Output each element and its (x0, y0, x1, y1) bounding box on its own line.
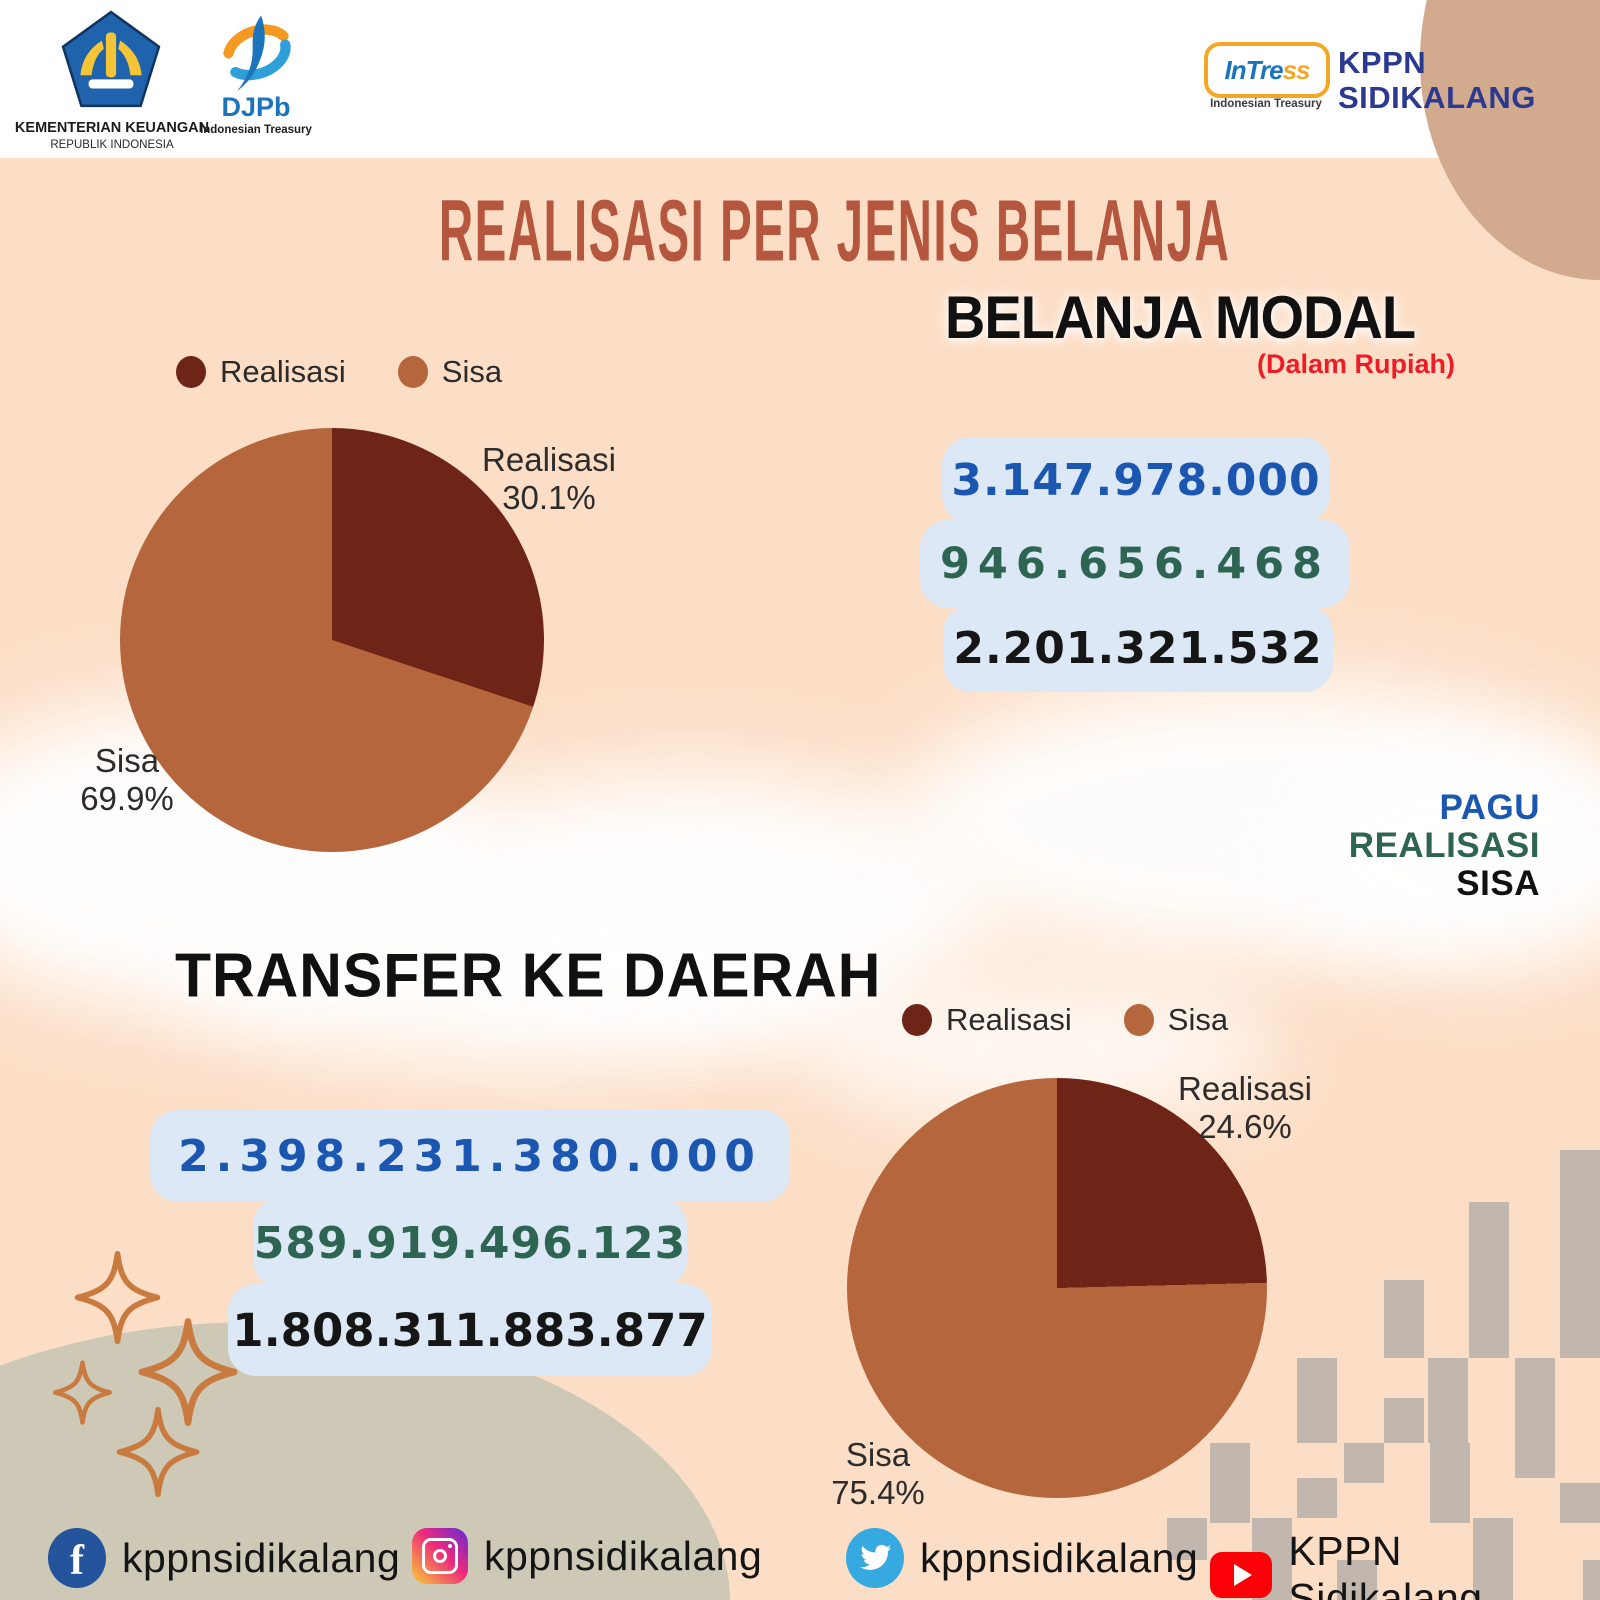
belanja-modal-heading: BELANJA MODAL (944, 283, 1416, 352)
row-label-pagu: PAGU (1439, 788, 1540, 827)
transfer-ke-daerah-heading: TRANSFER KE DAERAH (175, 941, 882, 1011)
office-name-line2: SIDIKALANG (1338, 80, 1536, 115)
legend-dot-realisasi (902, 1004, 932, 1036)
twitter-link[interactable]: kppnsidikalang (846, 1528, 1198, 1588)
djpb-acronym: DJPb (221, 92, 291, 122)
legend-transfer: Realisasi Sisa (902, 1002, 1228, 1038)
mosaic-block (1210, 1443, 1250, 1523)
mosaic-block (1297, 1478, 1337, 1518)
sparkle-icon (52, 1360, 113, 1425)
office-name-line1: KPPN (1338, 45, 1427, 80)
cloud-decor (1280, 740, 1600, 970)
sparkle-icon (74, 1250, 161, 1345)
facebook-icon[interactable]: f (48, 1528, 106, 1588)
djpb-logo (223, 15, 291, 92)
legend-label-realisasi: Realisasi (220, 354, 346, 389)
legend-label-sisa: Sisa (441, 354, 503, 389)
belanja-modal-realisasi-value: 946.656.468 (920, 520, 1350, 608)
intress-subtitle: Indonesian Treasury (1210, 98, 1322, 110)
mosaic-block (1430, 1443, 1470, 1523)
legend-dot-sisa (1123, 1004, 1154, 1036)
mosaic-block (1469, 1202, 1509, 1358)
unit-note: (Dalam Rupiah) (1256, 349, 1455, 379)
intress-logo: InTre ss (1204, 42, 1330, 98)
cloud-decor (170, 880, 870, 1070)
kemenkeu-subtitle: REPUBLIK INDONESIA (50, 139, 174, 151)
twitter-icon[interactable] (846, 1528, 904, 1588)
intress-text-orange: ss (1282, 54, 1311, 85)
legend-dot-realisasi (176, 356, 206, 388)
pie-chart-transfer (847, 1078, 1267, 1498)
legend-dot-sisa (397, 356, 428, 388)
pie2-realisasi-label: Realisasi 24.6% (1178, 1070, 1312, 1145)
page-title: REALISASI PER JENIS BELANJA (438, 181, 1231, 279)
instagram-link[interactable]: kppnsidikalang (412, 1528, 762, 1584)
youtube-link[interactable]: KPPN Sidikalang (1210, 1528, 1600, 1600)
facebook-handle: kppnsidikalang (122, 1534, 401, 1581)
transfer-sisa-value: 1.808.311.883.877 (228, 1284, 712, 1376)
mosaic-block (1344, 1443, 1384, 1483)
pie1-realisasi-label: Realisasi 30.1% (482, 441, 616, 516)
mosaic-block (1428, 1358, 1468, 1443)
transfer-realisasi-value: 589.919.496.123 (253, 1198, 687, 1288)
row-label-sisa: SISA (1456, 864, 1540, 903)
twitter-handle: kppnsidikalang (920, 1534, 1199, 1581)
corner-blob-decor (1420, 0, 1600, 280)
mosaic-block (1384, 1280, 1424, 1358)
legend-label-realisasi: Realisasi (946, 1002, 1072, 1037)
legend-label-sisa: Sisa (1167, 1002, 1229, 1037)
youtube-icon[interactable] (1210, 1552, 1273, 1598)
pie-chart-belanja-modal (120, 428, 544, 852)
instagram-handle: kppnsidikalang (484, 1532, 763, 1579)
facebook-link[interactable]: f kppnsidikalang (48, 1528, 400, 1588)
pie2-sisa-label: Sisa 75.4% (831, 1436, 925, 1511)
sparkle-icon (116, 1406, 200, 1498)
belanja-modal-sisa-value: 2.201.321.532 (943, 605, 1333, 692)
belanja-modal-pagu-value: 3.147.978.000 (942, 437, 1330, 523)
youtube-handle: KPPN Sidikalang (1288, 1528, 1483, 1600)
transfer-pagu-value: 2.398.231.380.000 (150, 1110, 790, 1202)
mosaic-block (1560, 1483, 1600, 1523)
instagram-icon[interactable] (412, 1528, 468, 1584)
mosaic-block (1560, 1150, 1600, 1358)
djpb-subtitle: Indonesian Treasury (200, 124, 312, 136)
sparkle-icon (138, 1318, 238, 1426)
mosaic-block (1384, 1398, 1424, 1443)
kemenkeu-logo (61, 10, 161, 108)
intress-text-blue: InTre (1224, 54, 1283, 85)
pie1-sisa-label: Sisa 69.9% (80, 742, 174, 817)
legend-belanja-modal: Realisasi Sisa (176, 354, 502, 390)
row-label-realisasi: REALISASI (1348, 826, 1540, 865)
mosaic-block (1515, 1358, 1555, 1478)
kemenkeu-name: KEMENTERIAN KEUANGAN (14, 120, 210, 136)
mosaic-block (1297, 1358, 1337, 1443)
